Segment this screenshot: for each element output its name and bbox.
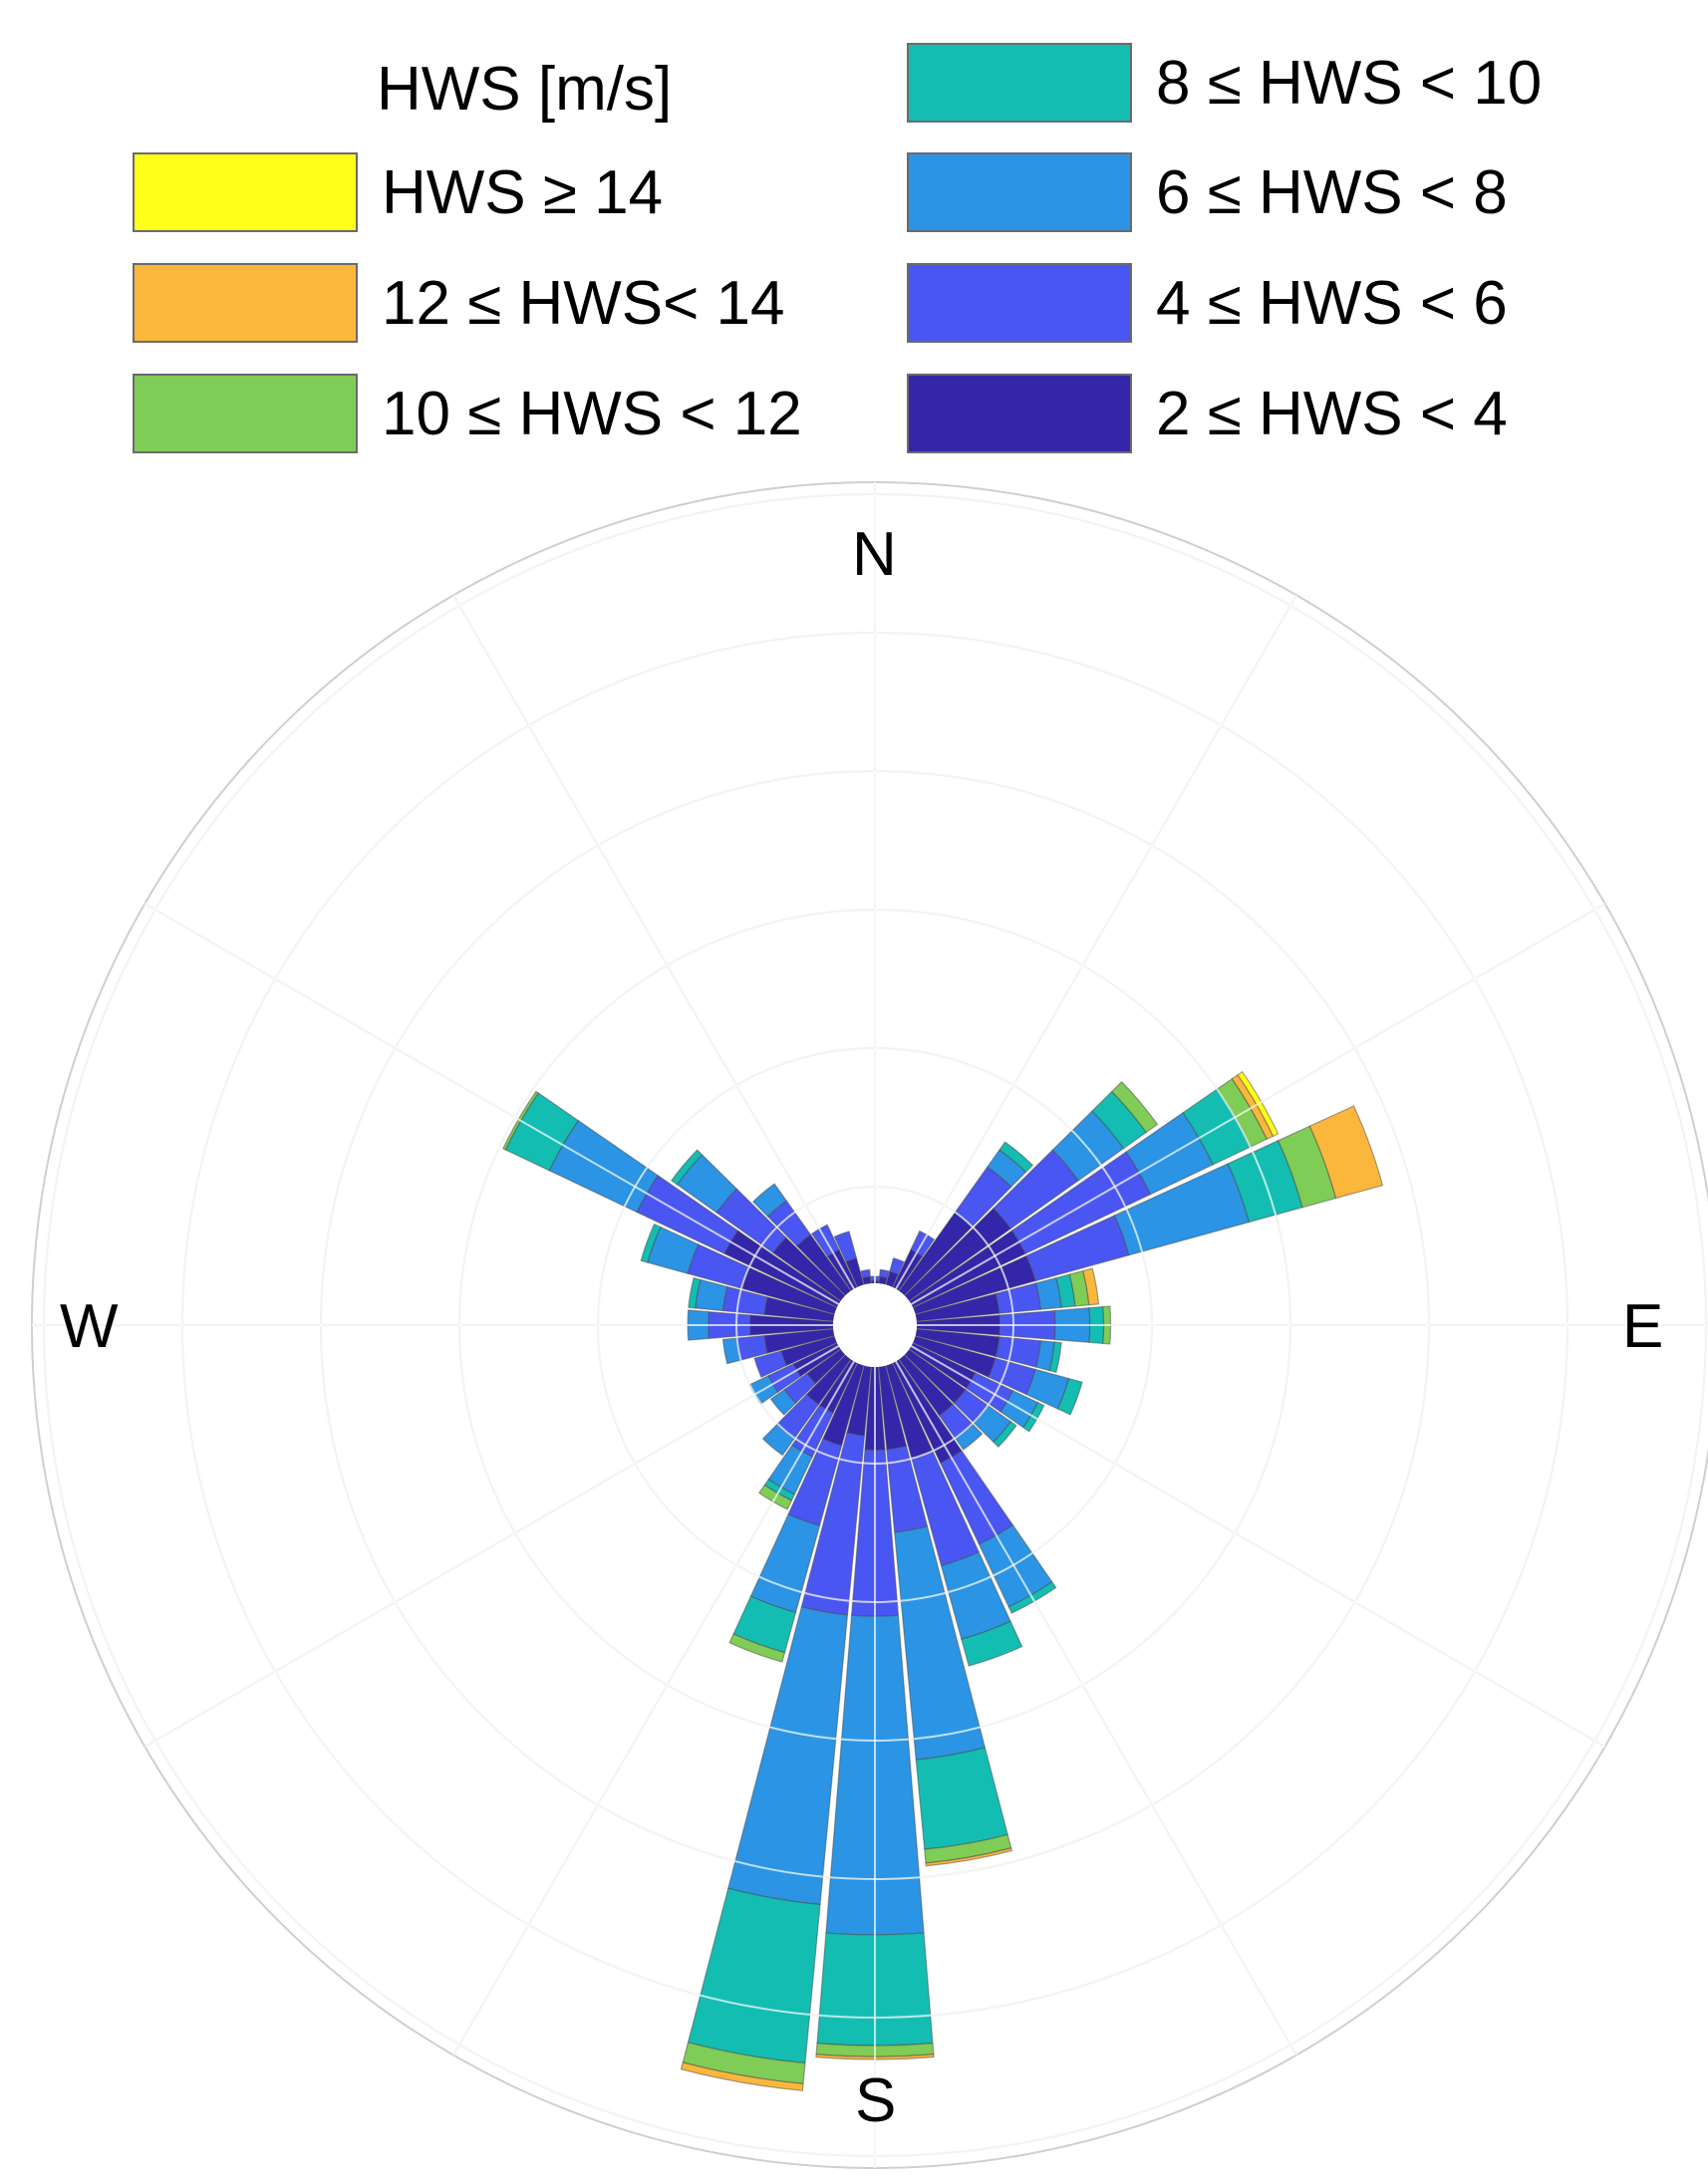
legend-swatch-hws-10-12 bbox=[133, 374, 358, 453]
direction-label-east: E bbox=[1622, 1292, 1664, 1361]
rose-bar-200deg-bin-5 bbox=[728, 1633, 786, 1663]
grid-spoke-overlay bbox=[452, 1360, 855, 2056]
grid-spoke-overlay bbox=[895, 1360, 1297, 2056]
rose-bar-280deg-bin-4 bbox=[688, 1276, 702, 1309]
legend-label-hws-12-14: 12 ≤ HWS< 14 bbox=[382, 269, 785, 338]
rose-bar-340deg-bin-2 bbox=[833, 1230, 858, 1263]
legend-swatch-hws-12-14 bbox=[133, 263, 358, 343]
legend-swatch-hws-2-4 bbox=[907, 374, 1132, 453]
legend-label-hws-4-6: 4 ≤ HWS < 6 bbox=[1156, 269, 1508, 338]
legend-label-hws-6-8: 6 ≤ HWS < 8 bbox=[1156, 158, 1508, 227]
direction-label-west: W bbox=[60, 1292, 119, 1361]
wind-rose-bars bbox=[502, 1070, 1384, 2091]
rose-bar-100deg-bin-4 bbox=[1048, 1341, 1062, 1374]
rose-bar-250deg-bin-2 bbox=[753, 1350, 788, 1378]
direction-label-south: S bbox=[855, 2066, 897, 2135]
grid-spoke-overlay bbox=[143, 903, 840, 1305]
legend-swatch-hws-4-6 bbox=[907, 263, 1132, 343]
legend-label-hws-2-4: 2 ≤ HWS < 4 bbox=[1156, 380, 1508, 448]
rose-bar-80deg-bin-6 bbox=[1082, 1267, 1100, 1306]
rose-bar-50deg-bin-5 bbox=[1110, 1080, 1159, 1134]
rose-bar-320deg-bin-3 bbox=[751, 1183, 788, 1218]
rose-bar-190deg-bin-4 bbox=[687, 1887, 821, 2064]
legend-label-hws-8-10: 8 ≤ HWS < 10 bbox=[1156, 49, 1543, 118]
rose-bar-170deg-bin-6 bbox=[925, 1847, 1013, 1867]
rose-bar-10deg-bin-2 bbox=[878, 1268, 890, 1279]
grid-spoke-overlay bbox=[910, 1345, 1606, 1748]
grid-spoke-overlay bbox=[143, 1345, 840, 1748]
grid-spoke-overlay bbox=[910, 903, 1606, 1305]
legend-label-hws-14-plus: HWS ≥ 14 bbox=[382, 158, 664, 227]
polar-grid-overlay bbox=[32, 482, 1708, 2168]
rose-bar-170deg-bin-4 bbox=[915, 1747, 1008, 1850]
rose-bar-160deg-bin-4 bbox=[961, 1620, 1023, 1667]
rose-bar-310deg-bin-4 bbox=[670, 1149, 704, 1186]
grid-spoke-overlay bbox=[452, 594, 855, 1290]
rose-bar-280deg-bin-3 bbox=[695, 1278, 728, 1312]
legend-swatch-hws-14-plus bbox=[133, 152, 358, 232]
wind-rose-plot bbox=[31, 481, 1708, 2169]
rose-bar-40deg-bin-4 bbox=[998, 1141, 1034, 1174]
rose-bar-350deg-bin-2 bbox=[860, 1268, 872, 1279]
grid-spoke-overlay bbox=[895, 594, 1297, 1290]
rose-bar-230deg-bin-3 bbox=[769, 1388, 797, 1416]
rose-bar-70deg-bin-6 bbox=[1308, 1105, 1384, 1200]
rose-bar-130deg-bin-4 bbox=[993, 1420, 1017, 1449]
legend: HWS [m/s] HWS ≥ 14 12 ≤ HWS< 14 10 ≤ HWS… bbox=[0, 0, 1708, 468]
rose-bar-190deg-bin-3 bbox=[727, 1606, 849, 1906]
legend-swatch-hws-6-8 bbox=[907, 152, 1132, 232]
rose-bar-190deg-bin-6 bbox=[680, 2061, 804, 2091]
legend-label-hws-10-12: 10 ≤ HWS < 12 bbox=[382, 380, 802, 448]
rose-bar-20deg-bin-2 bbox=[889, 1256, 905, 1275]
direction-label-north: N bbox=[852, 520, 897, 589]
rose-bar-110deg-bin-4 bbox=[1056, 1377, 1083, 1416]
calm-center-circle bbox=[833, 1283, 917, 1367]
rose-bar-290deg-bin-4 bbox=[640, 1223, 662, 1263]
legend-swatch-hws-8-10 bbox=[907, 43, 1132, 123]
legend-title: HWS [m/s] bbox=[377, 55, 673, 124]
